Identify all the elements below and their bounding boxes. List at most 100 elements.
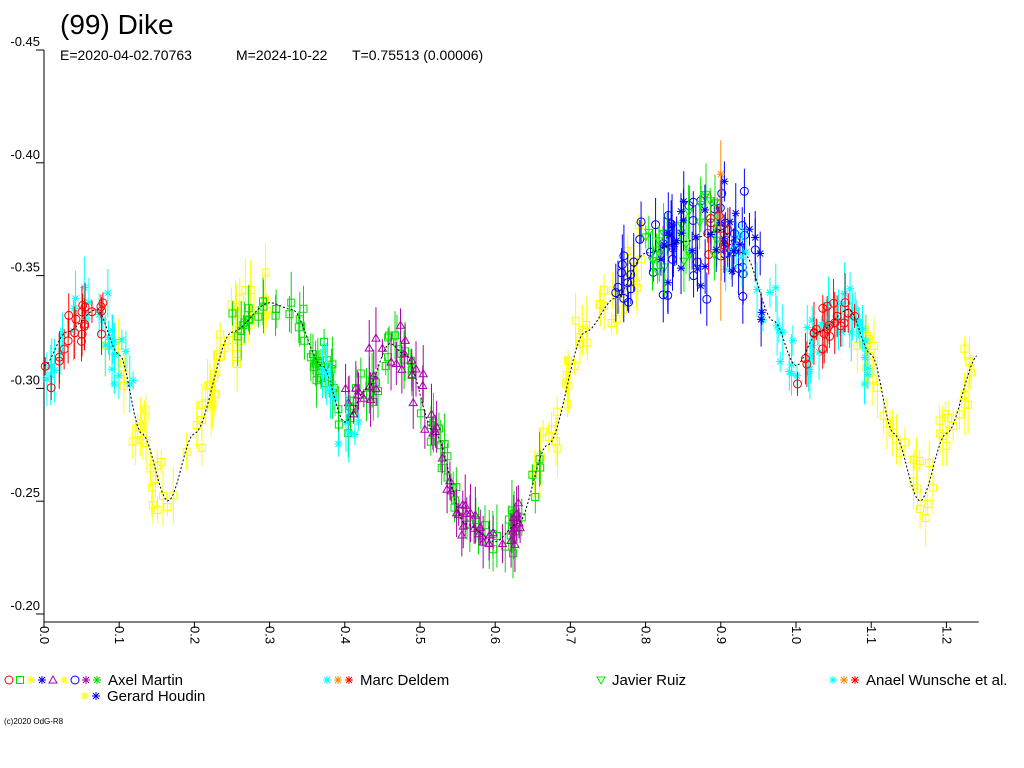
data-point <box>688 246 697 255</box>
data-point <box>910 455 919 464</box>
data-point <box>356 369 365 378</box>
data-point <box>684 248 695 258</box>
x-tick-label: 0.3 <box>263 626 278 644</box>
data-point <box>785 367 794 376</box>
data-point <box>46 363 55 372</box>
data-point <box>561 379 570 388</box>
data-point <box>474 528 484 538</box>
data-point <box>228 309 237 318</box>
data-point <box>233 360 242 369</box>
legend-symbol-icon <box>48 674 58 684</box>
data-point <box>528 470 537 479</box>
data-point <box>693 264 702 273</box>
legend-symbol-icon <box>82 676 90 684</box>
data-point <box>643 228 654 238</box>
data-point <box>76 336 86 346</box>
data-point <box>344 429 353 438</box>
data-point <box>396 364 407 373</box>
data-point <box>778 328 787 337</box>
data-point <box>239 321 248 330</box>
data-point <box>469 523 479 532</box>
data-point <box>544 432 553 441</box>
data-point <box>800 354 810 364</box>
data-point <box>712 245 721 254</box>
data-point <box>46 383 56 393</box>
data-point <box>564 381 573 390</box>
data-point <box>232 308 241 317</box>
data-point <box>928 483 937 492</box>
data-point <box>773 321 782 330</box>
data-point <box>64 310 74 320</box>
data-point <box>935 416 944 425</box>
data-point <box>138 436 147 445</box>
data-point <box>771 283 780 292</box>
data-point <box>104 333 113 342</box>
data-point <box>679 216 688 225</box>
data-point <box>478 537 489 546</box>
data-point <box>309 362 318 371</box>
legend-symbol-icon <box>851 676 859 684</box>
data-point <box>668 221 677 230</box>
legend-symbol-icon <box>92 692 100 700</box>
data-point <box>484 529 495 539</box>
data-point <box>419 424 430 433</box>
data-point <box>117 335 126 344</box>
data-point <box>484 538 494 548</box>
data-point <box>711 236 722 246</box>
data-point <box>720 177 729 186</box>
legend-symbol-icon <box>70 675 80 685</box>
data-point <box>695 200 706 210</box>
data-point <box>735 240 744 249</box>
data-point <box>400 335 411 344</box>
data-point <box>815 347 824 356</box>
data-point <box>788 336 797 345</box>
data-point <box>197 443 206 452</box>
data-point <box>960 390 969 399</box>
data-point <box>259 302 268 311</box>
data-point <box>808 341 817 350</box>
legend-entry: Axel Martin <box>4 672 183 689</box>
data-point <box>925 459 934 468</box>
data-point <box>921 513 930 522</box>
legend-entry: Anael Wunsche et al. <box>829 672 1007 689</box>
data-point <box>365 394 376 404</box>
data-point <box>774 326 783 335</box>
data-point <box>665 231 674 240</box>
legend-symbol-icon <box>345 676 353 684</box>
data-point <box>364 381 375 390</box>
x-tick-label: 1.0 <box>789 626 804 644</box>
data-point <box>384 353 393 362</box>
epoch-text: E=2020-04-02.70763 <box>60 47 192 63</box>
data-point <box>458 521 469 530</box>
data-point <box>326 386 335 395</box>
data-point <box>664 228 673 237</box>
x-tick-label: 0.7 <box>563 626 578 644</box>
data-point <box>98 315 107 324</box>
data-point <box>408 397 419 407</box>
data-point <box>570 362 579 371</box>
data-point <box>721 265 730 274</box>
data-point <box>792 371 801 380</box>
data-point <box>888 428 897 437</box>
data-point <box>809 328 819 338</box>
data-point <box>148 500 157 509</box>
data-point <box>648 257 659 266</box>
data-point <box>731 209 740 218</box>
data-point <box>949 421 958 430</box>
data-point <box>371 333 381 342</box>
data-point <box>863 364 872 373</box>
data-point <box>676 207 685 216</box>
data-point <box>328 360 337 369</box>
data-point <box>632 279 641 288</box>
data-point <box>461 508 472 517</box>
data-point <box>677 264 686 273</box>
data-point <box>110 337 119 346</box>
data-point <box>530 469 539 478</box>
data-point <box>868 375 877 384</box>
data-point <box>818 303 828 313</box>
data-point <box>607 318 616 327</box>
data-point <box>563 400 572 409</box>
legend-label: Javier Ruiz <box>612 672 686 689</box>
data-point <box>431 421 442 431</box>
data-point <box>227 300 236 309</box>
